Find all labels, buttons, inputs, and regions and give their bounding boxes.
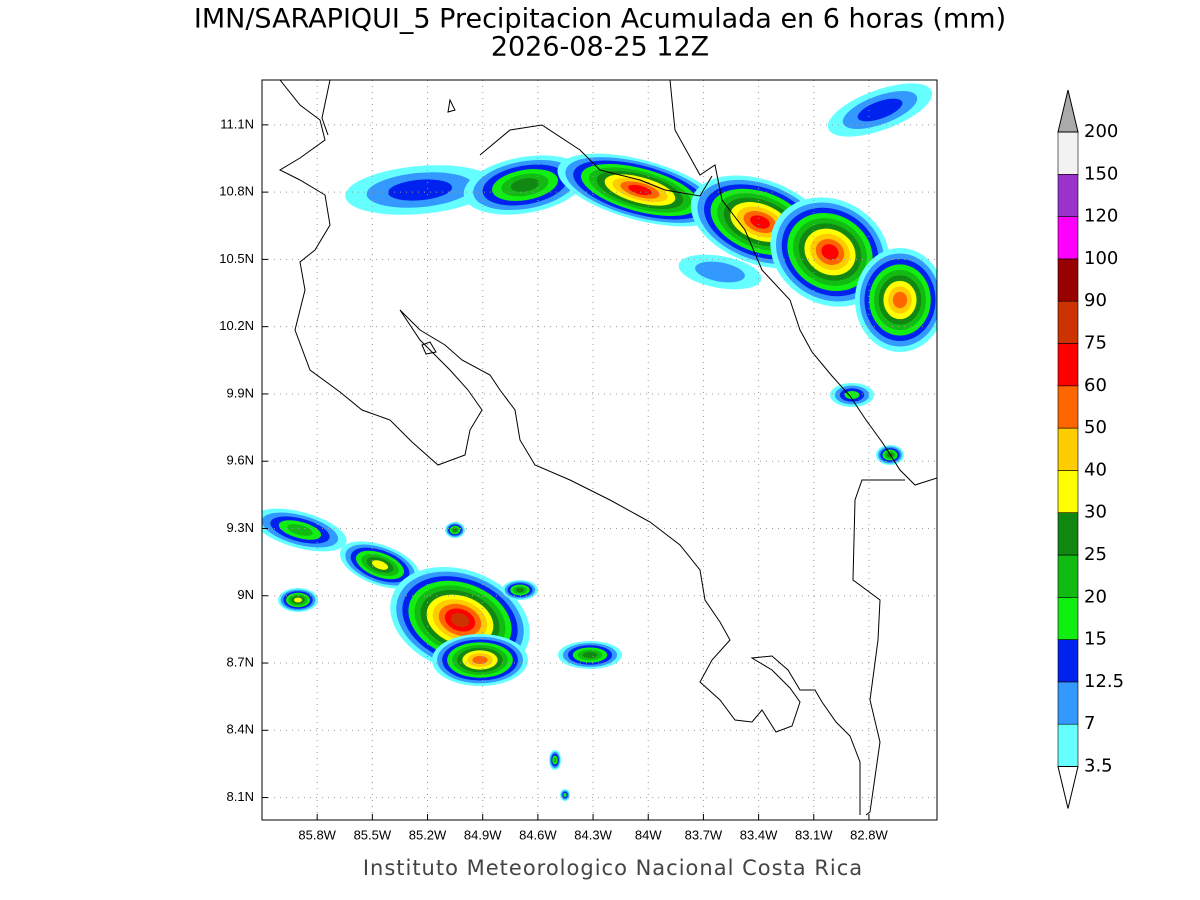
colorbar-label: 15	[1084, 629, 1107, 650]
colorbar-label: 200	[1084, 121, 1118, 142]
border-east	[852, 479, 905, 816]
y-tick-label: 11.1N	[220, 116, 254, 131]
x-tick-label: 84.3W	[574, 827, 612, 842]
x-tick-label: 83.7W	[685, 827, 723, 842]
precip-contour	[387, 179, 453, 201]
precip-contour	[515, 587, 525, 593]
precip-contour	[844, 391, 860, 399]
grid: 85.8W 85.5W 85.2W 84.9W 84.6W 84.3W 84W 83.7W 83…	[219, 80, 937, 842]
colorbar-label: 100	[1084, 248, 1118, 269]
precip-contour	[750, 215, 770, 229]
precip-contour	[371, 560, 389, 570]
colorbar-segment	[1057, 681, 1079, 725]
precipitation-field	[262, 83, 937, 801]
x-tick-label: 85.5W	[354, 827, 392, 842]
colorbar-label: 50	[1084, 417, 1107, 438]
colorbar-label: 20	[1084, 586, 1107, 607]
island	[421, 341, 437, 355]
y-tick-label: 8.1N	[227, 789, 254, 804]
caribbean-coast	[669, 80, 937, 486]
border-north	[479, 124, 713, 197]
precip-contour	[294, 597, 302, 603]
precip-contour	[450, 613, 470, 627]
colorbar-label: 7	[1084, 713, 1095, 734]
colorbar-under	[1057, 766, 1079, 809]
pacific-coast	[278, 80, 861, 815]
colorbar-segment	[1057, 300, 1079, 344]
precip-contour	[695, 261, 745, 283]
y-tick-label: 9.3N	[227, 520, 254, 535]
precip-contour	[628, 184, 652, 196]
y-tick-label: 10.8N	[219, 184, 254, 199]
colorbar-segment	[1057, 554, 1079, 598]
precip-contour	[821, 244, 839, 260]
title: IMN/SARAPIQUI_5 Precipitacion Acumulada …	[194, 4, 1006, 35]
precip-contour	[510, 178, 540, 192]
x-tick-label: 84W	[635, 827, 662, 842]
colorbar-label: 75	[1084, 333, 1107, 354]
colorbar-label: 120	[1084, 206, 1118, 227]
x-tick-label: 83.4W	[740, 827, 778, 842]
colorbar-segment	[1057, 131, 1079, 175]
y-tick-label: 9.9N	[227, 385, 254, 400]
colorbar-segment	[1057, 512, 1079, 556]
colorbar-label: 40	[1084, 459, 1107, 480]
x-tick-label: 83.1W	[795, 827, 833, 842]
colorbar: 3.5 7 12.5 15 20 25 30 40 50 60 75 90 100 120 150 200	[1057, 89, 1124, 809]
x-tick-label: 85.2W	[409, 827, 447, 842]
y-tick-label: 10.5N	[219, 251, 254, 266]
map-frame	[261, 79, 938, 821]
y-tick-label: 9N	[237, 587, 254, 602]
x-tick-label: 85.8W	[298, 827, 336, 842]
x-tick-label: 84.9W	[464, 827, 502, 842]
precip-contour	[553, 757, 557, 763]
colorbar-segment	[1057, 174, 1079, 217]
colorbar-segment	[1057, 258, 1079, 302]
footer: Instituto Meteorologico Nacional Costa R…	[363, 856, 863, 880]
coastlines	[278, 80, 937, 816]
colorbar-label: 3.5	[1084, 756, 1113, 777]
colorbar-label: 12.5	[1084, 671, 1124, 692]
precip-contour	[452, 528, 458, 532]
colorbar-segment	[1057, 596, 1079, 640]
colorbar-label: 30	[1084, 502, 1107, 523]
y-tick-label: 10.2N	[219, 318, 254, 333]
y-tick-label: 8.4N	[227, 722, 254, 737]
colorbar-segment	[1057, 385, 1079, 429]
y-tick-label: 8.7N	[227, 654, 254, 669]
subtitle: 2026-08-25 12Z	[491, 32, 709, 63]
y-tick-label: 9.6N	[227, 453, 254, 468]
colorbar-over	[1057, 89, 1079, 133]
x-tick-label: 82.8W	[850, 827, 888, 842]
x-tick-label: 84.6W	[519, 827, 557, 842]
colorbar-segment	[1057, 639, 1079, 683]
colorbar-segment	[1057, 470, 1079, 513]
island	[447, 98, 456, 113]
precip-contour	[582, 651, 598, 659]
colorbar-segment	[1057, 343, 1079, 387]
colorbar-segment	[1057, 723, 1079, 767]
precip-contour	[563, 793, 567, 797]
lake-shore	[321, 80, 331, 136]
precip-contour	[472, 655, 488, 665]
colorbar-label: 25	[1084, 544, 1107, 565]
colorbar-segment	[1057, 216, 1079, 260]
colorbar-label: 150	[1084, 163, 1118, 184]
precip-contour	[892, 291, 908, 309]
precip-contour	[857, 98, 903, 122]
precip-contour	[287, 524, 313, 536]
colorbar-label: 90	[1084, 290, 1107, 311]
colorbar-label: 60	[1084, 375, 1107, 396]
colorbar-segment	[1057, 427, 1079, 471]
